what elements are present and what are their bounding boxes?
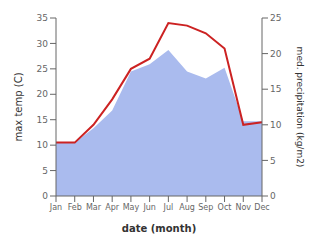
- svg-text:15: 15: [270, 84, 281, 94]
- svg-text:max temp (C): max temp (C): [13, 72, 24, 141]
- svg-text:Apr: Apr: [105, 203, 120, 212]
- svg-text:0: 0: [42, 191, 48, 201]
- svg-text:Dec: Dec: [254, 203, 269, 212]
- svg-text:35: 35: [37, 13, 48, 23]
- svg-text:0: 0: [270, 191, 276, 201]
- svg-text:15: 15: [37, 115, 48, 125]
- svg-text:30: 30: [37, 39, 49, 49]
- svg-text:Jul: Jul: [163, 203, 174, 212]
- svg-text:25: 25: [37, 64, 48, 74]
- svg-text:med. precipitation (kg/m2): med. precipitation (kg/m2): [295, 47, 305, 168]
- svg-text:5: 5: [42, 166, 48, 176]
- svg-text:25: 25: [270, 13, 281, 23]
- svg-text:20: 20: [270, 49, 282, 59]
- svg-text:20: 20: [37, 89, 49, 99]
- svg-text:5: 5: [270, 156, 276, 166]
- svg-text:Mar: Mar: [86, 203, 102, 212]
- svg-text:10: 10: [270, 120, 282, 130]
- svg-text:Aug: Aug: [179, 203, 195, 212]
- svg-text:Jan: Jan: [49, 203, 62, 212]
- svg-text:Sep: Sep: [198, 203, 213, 212]
- svg-text:Jun: Jun: [142, 203, 156, 212]
- svg-text:Nov: Nov: [235, 203, 251, 212]
- svg-text:date (month): date (month): [122, 223, 196, 234]
- svg-text:Feb: Feb: [68, 203, 82, 212]
- svg-text:Oct: Oct: [218, 203, 232, 212]
- svg-text:10: 10: [37, 140, 49, 150]
- svg-text:May: May: [123, 203, 140, 212]
